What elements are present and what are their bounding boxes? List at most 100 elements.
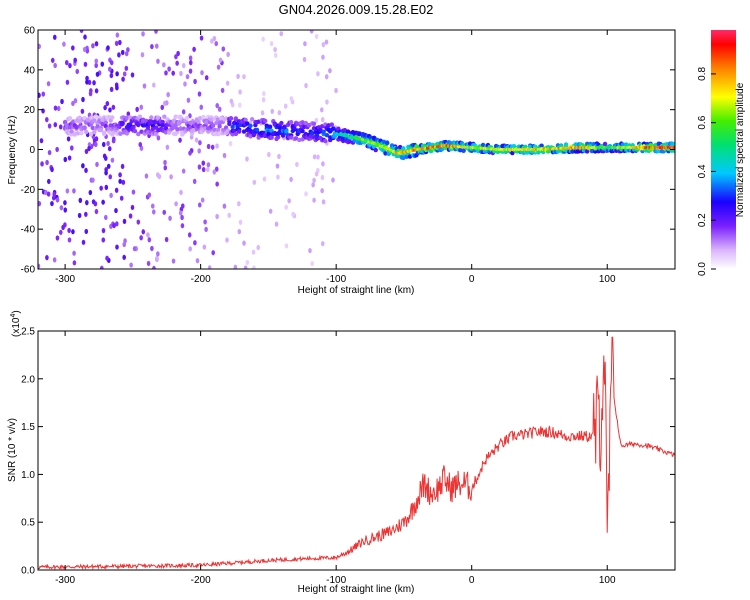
spectrogram-cell xyxy=(261,36,265,42)
spectrogram-cell xyxy=(84,129,89,135)
spectrogram-cell xyxy=(88,131,94,137)
spectrogram-cell xyxy=(204,226,208,232)
spectrogram-cell xyxy=(84,148,89,155)
spectrogram-cell xyxy=(160,119,165,125)
spectrogram-xtick-label: 0 xyxy=(469,274,475,285)
spectrogram-cell xyxy=(72,250,76,256)
spectrogram-cell xyxy=(314,33,319,40)
spectrogram-cell xyxy=(510,150,515,156)
spectrogram-cell xyxy=(308,247,312,254)
spectrogram-cell xyxy=(303,41,307,47)
spectrogram-cell xyxy=(136,219,141,225)
spectrogram-cell xyxy=(165,144,170,150)
spectrogram-cell xyxy=(115,32,120,38)
spectrogram-cell xyxy=(269,40,274,47)
spectrogram-cell xyxy=(164,236,169,243)
spectrogram-cell xyxy=(53,105,58,111)
spectrogram-cell xyxy=(56,105,61,112)
snr-frame xyxy=(37,330,676,571)
snr-ytick-label: 1.5 xyxy=(21,422,35,433)
spectrogram-cell xyxy=(217,106,222,112)
spectrogram-cell xyxy=(187,232,192,238)
spectrogram-cell xyxy=(120,163,125,170)
spectrogram-cell xyxy=(232,121,237,126)
spectrogram-cell xyxy=(45,117,49,123)
spectrogram-cell xyxy=(312,177,316,183)
spectrogram-cell xyxy=(203,219,207,225)
spectrogram-cell xyxy=(122,71,127,77)
spectrogram-cell xyxy=(128,213,133,219)
spectrogram-cell xyxy=(179,189,183,196)
spectrogram-cell xyxy=(106,163,111,169)
spectrogram-ytick-label: 0 xyxy=(29,145,35,156)
spectrogram-cell xyxy=(205,166,210,173)
spectrogram-ylabel: Frequency (Hz) xyxy=(7,116,18,185)
spectrogram-cell xyxy=(69,129,74,134)
spectrogram-cell xyxy=(114,187,119,193)
spectrogram-cell xyxy=(163,159,167,166)
spectrogram-cell xyxy=(215,143,219,149)
spectrogram-cell xyxy=(321,42,326,48)
spectrogram-cell xyxy=(584,149,590,154)
spectrogram-cell xyxy=(139,235,143,241)
spectrogram-cell xyxy=(189,134,194,140)
spectrogram-cell xyxy=(60,98,64,105)
spectrogram-cell xyxy=(312,197,316,203)
spectrogram-cell xyxy=(147,192,152,198)
spectrogram-cell xyxy=(206,129,211,134)
spectrogram-cell xyxy=(71,100,75,107)
spectrogram-cell xyxy=(50,57,55,63)
spectrogram-cell xyxy=(267,151,271,158)
spectrogram-cell xyxy=(92,80,96,86)
spectrogram-cell xyxy=(192,46,196,52)
spectrogram-cell xyxy=(212,169,217,175)
spectrogram-cell xyxy=(115,85,119,91)
spectrogram-cell xyxy=(229,98,234,104)
spectrogram-cell xyxy=(178,126,183,132)
spectrogram-cell xyxy=(91,177,95,183)
spectrogram-cell xyxy=(110,115,115,120)
spectrogram-cell xyxy=(139,104,144,110)
spectrogram-cell xyxy=(62,41,66,47)
spectrogram-cell xyxy=(217,124,222,129)
colorbar-tick-label: 0.2 xyxy=(697,213,708,227)
spectrogram-cell xyxy=(63,156,68,163)
spectrogram-cell xyxy=(72,131,78,136)
spectrogram-cell xyxy=(204,120,209,125)
snr-panel: -300 -200 -100 0 100 0.0 0.5 1.0 1.5 2.0 2.5 Heigh… xyxy=(7,310,676,595)
spectrogram-cell xyxy=(149,115,154,120)
spectrogram-cell xyxy=(279,31,284,37)
spectrogram-cell xyxy=(277,125,282,131)
spectrogram-cell xyxy=(228,141,233,147)
spectrogram-cell xyxy=(130,204,135,211)
spectrogram-cell xyxy=(73,98,78,104)
snr-multiplier-exp: 4 xyxy=(10,314,17,318)
spectrogram-cell xyxy=(67,237,72,243)
spectrogram-cell xyxy=(109,60,114,66)
spectrogram-xlabel: Height of straight line (km) xyxy=(298,285,415,296)
spectrogram-cell xyxy=(270,108,275,114)
spectrogram-cell xyxy=(162,114,167,119)
spectrogram-cell xyxy=(107,146,112,152)
spectrogram-cell xyxy=(109,72,114,79)
spectrogram-cell xyxy=(151,209,156,215)
spectrogram-cell xyxy=(87,142,92,148)
spectrogram-cell xyxy=(144,173,149,179)
spectrogram-cell xyxy=(320,174,325,181)
spectrogram-cell xyxy=(211,250,216,256)
spectrogram-cell xyxy=(202,244,207,250)
spectrogram-cell xyxy=(197,164,202,170)
spectrogram-cell xyxy=(157,173,162,180)
spectrogram-cell xyxy=(312,154,317,160)
spectrogram-cell xyxy=(64,60,69,66)
spectrogram-cell xyxy=(147,237,152,243)
spectrogram-cell xyxy=(233,264,238,269)
spectrogram-cell xyxy=(82,46,87,53)
spectrogram-cell xyxy=(171,118,177,123)
spectrogram-cell xyxy=(225,80,230,86)
spectrogram-xtick-label: -300 xyxy=(55,274,75,285)
spectrogram-cell xyxy=(197,148,202,154)
spectrogram-cell xyxy=(215,103,220,109)
spectrogram-cell xyxy=(145,125,151,130)
colorbar-tick-label: 0.8 xyxy=(697,67,708,81)
